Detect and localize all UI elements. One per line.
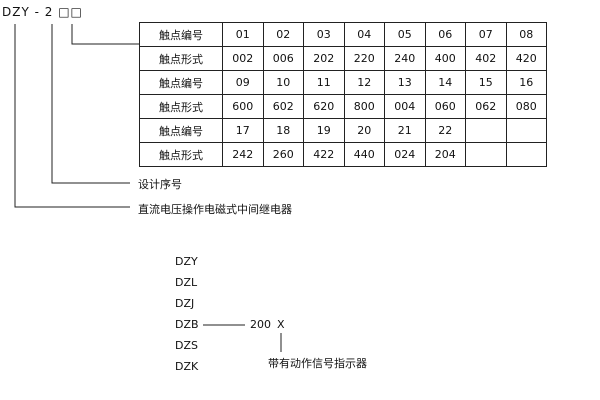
table-cell: 12 xyxy=(343,70,385,95)
table-cell: 422 xyxy=(303,142,345,167)
relay-type-label: 直流电压操作电磁式中间继电器 xyxy=(138,203,292,216)
table-cell: 02 xyxy=(262,22,304,47)
table-cell: 06 xyxy=(424,22,466,47)
table-cell: 220 xyxy=(343,46,385,71)
design-serial-leader xyxy=(51,24,130,184)
table-cell: 420 xyxy=(505,46,547,71)
table-cell: 07 xyxy=(465,22,507,47)
table-cell: 17 xyxy=(222,118,264,143)
table-cell: 204 xyxy=(424,142,466,167)
table-cell xyxy=(505,142,547,167)
table-cell: 16 xyxy=(505,70,547,95)
table-cell: 002 xyxy=(222,46,264,71)
series-item: DZJ xyxy=(175,297,195,310)
table-cell: 202 xyxy=(303,46,345,71)
row-label: 触点编号 xyxy=(139,118,223,143)
table-row: 触点形式 242 260 422 440 024 204 xyxy=(139,142,547,167)
table-cell: 09 xyxy=(222,70,264,95)
table-cell: 006 xyxy=(262,46,304,71)
table-cell: 20 xyxy=(343,118,385,143)
table-cell: 602 xyxy=(262,94,304,119)
table-cell: 14 xyxy=(424,70,466,95)
variant-code: 200 xyxy=(250,318,271,331)
table-cell: 060 xyxy=(424,94,466,119)
table-cell: 024 xyxy=(384,142,426,167)
series-item: DZY xyxy=(175,255,198,268)
table-cell: 21 xyxy=(384,118,426,143)
table-cell xyxy=(465,118,507,143)
table-row: 触点编号 01 02 03 04 05 06 07 08 xyxy=(139,22,547,47)
table-cell: 15 xyxy=(465,70,507,95)
row-label: 触点编号 xyxy=(139,70,223,95)
table-cell: 062 xyxy=(465,94,507,119)
table-cell: 240 xyxy=(384,46,426,71)
table-cell: 260 xyxy=(262,142,304,167)
table-cell: 08 xyxy=(505,22,547,47)
table-cell xyxy=(465,142,507,167)
series-item: DZL xyxy=(175,276,198,289)
contact-code-leader xyxy=(71,24,139,45)
row-label: 触点形式 xyxy=(139,142,223,167)
table-cell: 04 xyxy=(343,22,385,47)
table-cell: 01 xyxy=(222,22,264,47)
relay-type-leader xyxy=(14,24,130,208)
table-cell: 13 xyxy=(384,70,426,95)
table-cell: 19 xyxy=(303,118,345,143)
table-row: 触点编号 17 18 19 20 21 22 xyxy=(139,118,547,143)
table-cell: 400 xyxy=(424,46,466,71)
table-row: 触点编号 09 10 11 12 13 14 15 16 xyxy=(139,70,547,95)
table-row: 触点形式 002 006 202 220 240 400 402 420 xyxy=(139,46,547,71)
series-item: DZB xyxy=(175,318,199,331)
row-label: 触点编号 xyxy=(139,22,223,47)
design-serial-label: 设计序号 xyxy=(138,178,182,191)
table-cell: 11 xyxy=(303,70,345,95)
variant-suffix: X xyxy=(277,318,285,331)
table-cell: 05 xyxy=(384,22,426,47)
table-cell: 800 xyxy=(343,94,385,119)
table-cell: 242 xyxy=(222,142,264,167)
table-cell: 600 xyxy=(222,94,264,119)
table-cell: 03 xyxy=(303,22,345,47)
table-cell: 080 xyxy=(505,94,547,119)
series-item: DZK xyxy=(175,360,199,373)
table-row: 触点形式 600 602 620 800 004 060 062 080 xyxy=(139,94,547,119)
table-cell: 22 xyxy=(424,118,466,143)
series-item: DZS xyxy=(175,339,198,352)
table-cell: 10 xyxy=(262,70,304,95)
table-cell xyxy=(505,118,547,143)
table-cell: 402 xyxy=(465,46,507,71)
row-label: 触点形式 xyxy=(139,94,223,119)
table-cell: 620 xyxy=(303,94,345,119)
model-code: DZY - 2 □□ xyxy=(2,5,83,19)
table-cell: 440 xyxy=(343,142,385,167)
row-label: 触点形式 xyxy=(139,46,223,71)
suffix-label: 带有动作信号指示器 xyxy=(268,357,367,370)
contact-table: 触点编号 01 02 03 04 05 06 07 08 触点形式 002 006 202 220 240 4… xyxy=(139,22,547,167)
table-cell: 004 xyxy=(384,94,426,119)
table-cell: 18 xyxy=(262,118,304,143)
